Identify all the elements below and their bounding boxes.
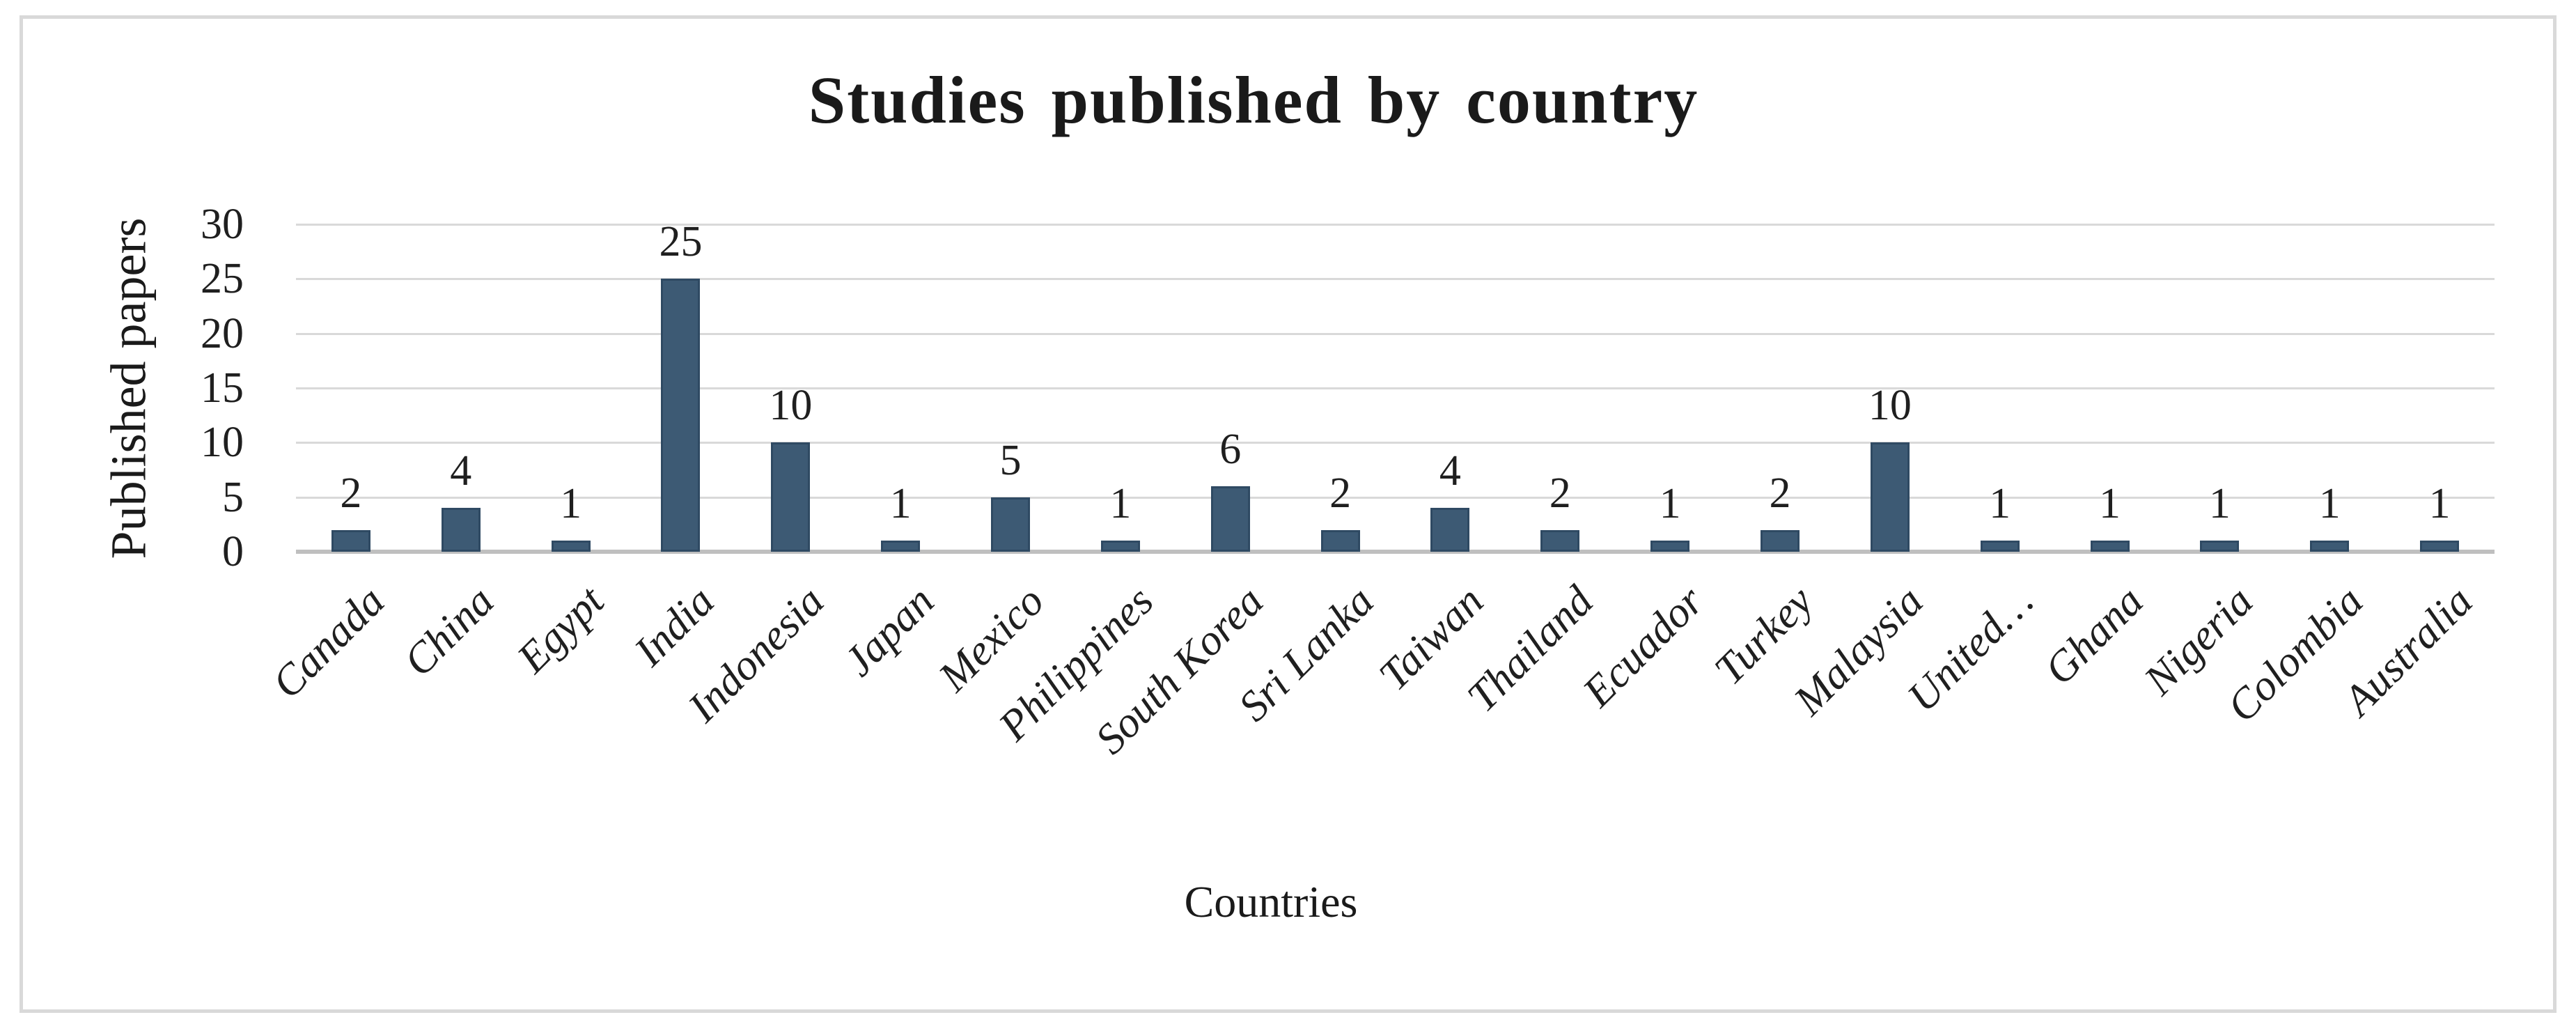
bar-value-label-australia: 1 bbox=[2428, 480, 2451, 528]
bar-value-label-japan: 1 bbox=[889, 480, 912, 528]
bar-ecuador bbox=[1650, 541, 1690, 552]
bar-value-label-nigeria: 1 bbox=[2208, 480, 2231, 528]
gridline-20 bbox=[296, 332, 2495, 335]
bar-nigeria bbox=[2200, 541, 2240, 552]
bar-value-label-mexico: 5 bbox=[999, 436, 1022, 484]
bar-australia bbox=[2420, 541, 2460, 552]
y-axis-tick-label-25: 25 bbox=[201, 255, 244, 303]
bar-value-label-malaysia: 10 bbox=[1868, 382, 1912, 430]
bar-value-label-colombia: 1 bbox=[2318, 480, 2341, 528]
bar-united bbox=[1980, 541, 2020, 552]
bar-thailand bbox=[1540, 529, 1580, 552]
y-axis-tick-label-5: 5 bbox=[222, 473, 244, 521]
bar-value-label-canada: 2 bbox=[340, 469, 362, 517]
bar-mexico bbox=[991, 497, 1031, 552]
x-axis-line bbox=[296, 550, 2495, 554]
bar-value-label-indonesia: 10 bbox=[769, 382, 813, 430]
bar-ghana bbox=[2090, 541, 2130, 552]
gridline-5 bbox=[296, 496, 2495, 499]
chart-title: Studies published by country bbox=[808, 63, 1699, 137]
bar-value-label-south-korea: 6 bbox=[1219, 426, 1242, 473]
bar-value-label-turkey: 2 bbox=[1769, 469, 1791, 517]
bar-colombia bbox=[2310, 541, 2350, 552]
bar-sri-lanka bbox=[1320, 529, 1360, 552]
bar-value-label-sri-lanka: 2 bbox=[1329, 469, 1352, 517]
gridline-25 bbox=[296, 278, 2495, 281]
bar-value-label-india: 25 bbox=[659, 218, 703, 266]
bar-south-korea bbox=[1210, 486, 1250, 552]
bar-value-label-china: 4 bbox=[450, 447, 472, 495]
bar-taiwan bbox=[1430, 508, 1470, 552]
bar-value-label-united: 1 bbox=[1989, 480, 2011, 528]
bar-india bbox=[661, 279, 701, 552]
bar-value-label-thailand: 2 bbox=[1549, 469, 1571, 517]
chart-border-frame bbox=[19, 15, 2557, 1013]
y-axis-tick-label-10: 10 bbox=[201, 419, 244, 467]
gridline-30 bbox=[296, 224, 2495, 226]
gridline-10 bbox=[296, 442, 2495, 444]
x-axis-title: Countries bbox=[1184, 877, 1358, 927]
bar-malaysia bbox=[1870, 442, 1910, 552]
gridline-15 bbox=[296, 387, 2495, 389]
bar-turkey bbox=[1760, 529, 1800, 552]
y-axis-tick-label-30: 30 bbox=[201, 201, 244, 248]
bar-value-label-philippines: 1 bbox=[1109, 480, 1132, 528]
bar-philippines bbox=[1100, 541, 1140, 552]
bar-indonesia bbox=[771, 442, 811, 552]
y-axis-tick-label-0: 0 bbox=[222, 528, 244, 575]
bar-egypt bbox=[551, 541, 591, 552]
bar-value-label-egypt: 1 bbox=[560, 480, 582, 528]
y-axis-tick-label-20: 20 bbox=[201, 309, 244, 357]
bar-value-label-taiwan: 4 bbox=[1439, 447, 1461, 495]
bar-value-label-ghana: 1 bbox=[2099, 480, 2121, 528]
y-axis-tick-label-15: 15 bbox=[201, 364, 244, 412]
bar-value-label-ecuador: 1 bbox=[1659, 480, 1681, 528]
bar-canada bbox=[331, 529, 370, 552]
bar-china bbox=[441, 508, 481, 552]
bar-japan bbox=[881, 541, 921, 552]
